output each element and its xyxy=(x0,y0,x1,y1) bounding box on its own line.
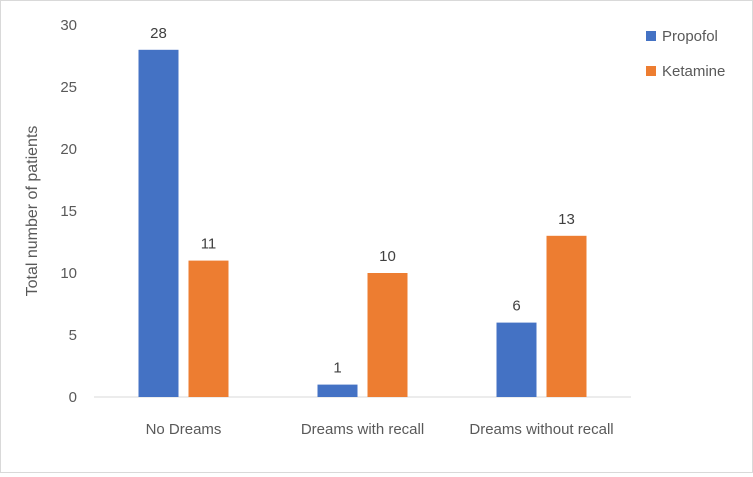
legend-swatch-propofol xyxy=(646,31,656,41)
bar-propofol-1 xyxy=(138,49,179,398)
y-tick-label: 15 xyxy=(60,203,77,220)
y-tick-label: 30 xyxy=(60,17,77,34)
x-axis-category-labels: No Dreams Dreams with recall Dreams withou… xyxy=(146,421,614,438)
y-tick-label: 0 xyxy=(69,389,77,406)
data-label: 11 xyxy=(201,236,217,253)
legend-label-ketamine: Ketamine xyxy=(662,63,725,80)
y-tick-label: 20 xyxy=(60,141,77,158)
y-axis-ticks: 0 5 10 15 20 25 30 xyxy=(60,17,77,406)
y-tick-label: 25 xyxy=(60,79,77,96)
legend-swatch-ketamine xyxy=(646,66,656,76)
data-label: 28 xyxy=(150,25,167,42)
x-tick-label: Dreams without recall xyxy=(469,421,613,438)
data-label: 6 xyxy=(512,298,520,315)
y-tick-label: 10 xyxy=(60,265,77,282)
bar-ketamine-1 xyxy=(188,260,229,397)
bar-propofol-2 xyxy=(317,384,358,397)
data-label: 13 xyxy=(558,211,575,228)
y-tick-label: 5 xyxy=(69,327,77,344)
bar-ketamine-3 xyxy=(546,235,587,397)
bar-propofol-3 xyxy=(496,322,537,397)
x-tick-label: No Dreams xyxy=(146,421,222,438)
bar-ketamine-2 xyxy=(367,273,408,397)
bars-group xyxy=(138,49,587,398)
data-label: 1 xyxy=(333,360,341,377)
x-tick-label: Dreams with recall xyxy=(301,421,424,438)
legend: Propofol Ketamine xyxy=(646,28,725,80)
legend-label-propofol: Propofol xyxy=(662,28,718,45)
data-label: 10 xyxy=(379,248,396,265)
y-axis-label: Total number of patients xyxy=(24,126,41,297)
